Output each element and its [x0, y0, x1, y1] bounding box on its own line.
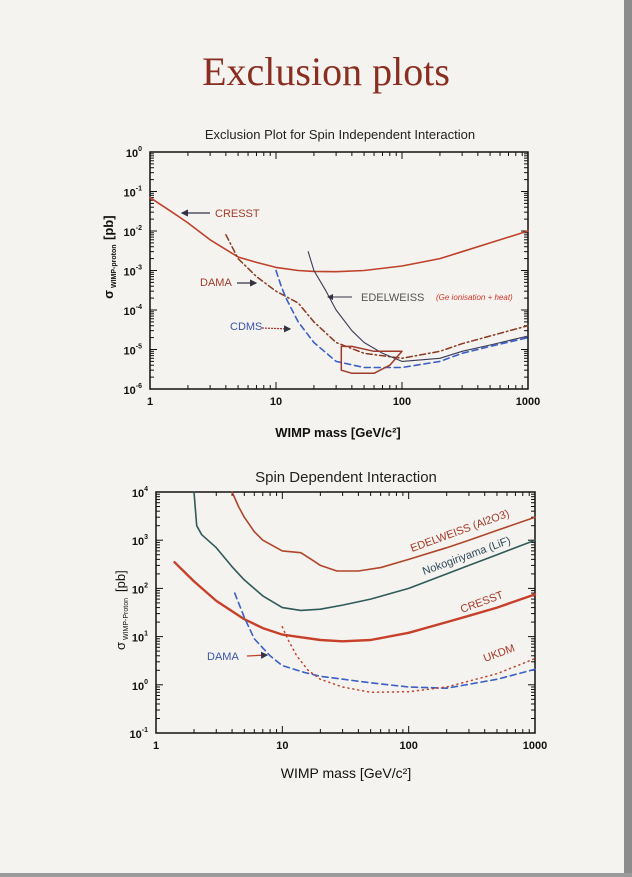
y-axis-label-unit: [pb] [113, 570, 128, 592]
y-tick-label: 10-4 [124, 304, 143, 318]
axes: 1 10 100 1000 100 10-1 10-2 10-3 10-4 10-5 10-6 [124, 146, 541, 408]
y-tick-label: 10-1 [124, 186, 143, 200]
series-dama [225, 234, 529, 360]
series-cdms [275, 269, 529, 369]
y-axis-label-main: σ [101, 290, 116, 299]
x-tick-label: 10 [270, 396, 282, 408]
y-axis-label-unit: [pb] [101, 215, 116, 240]
label-edelweiss: EDELWEISS [361, 292, 424, 304]
label-cdms: CDMS [230, 321, 262, 333]
y-tick-label: 103 [132, 534, 148, 548]
y-tick-label: 10-2 [124, 225, 143, 239]
y-axis-label: σ WIMP-Proton [pb] [113, 570, 130, 650]
arrow-cdms [261, 325, 292, 333]
x-tick-label: 1 [153, 740, 159, 752]
y-tick-label: 100 [126, 146, 142, 160]
series-cresst [149, 196, 529, 273]
series-ukdm [281, 626, 536, 694]
arrow-dama [246, 651, 269, 659]
y-axis-label-sub: WIMP-proton [111, 244, 118, 288]
plot-frame [149, 151, 529, 390]
y-axis-label: σ WIMP-proton [pb] [101, 215, 118, 298]
series-edelweiss [307, 251, 529, 362]
page-title: Exclusion plots [202, 49, 450, 94]
y-tick-label: 104 [132, 486, 148, 500]
y-tick-label: 101 [132, 631, 148, 645]
scan-edge-bottom [0, 873, 632, 877]
y-tick-label: 100 [132, 679, 148, 693]
chart-title: Spin Dependent Interaction [255, 469, 437, 486]
x-tick-label: 1000 [516, 396, 540, 408]
series-nokogiriyama-lif- [193, 491, 536, 612]
y-tick-label: 10-3 [124, 265, 143, 279]
axes: 1 10 100 1000 104 103 102 101 100 10-1 [130, 486, 548, 752]
x-tick-label: 100 [393, 396, 411, 408]
x-tick-label: 100 [399, 740, 417, 752]
label-dama: DAMA [200, 277, 232, 289]
x-axis-label: WIMP mass [GeV/c²] [281, 765, 411, 781]
x-tick-label: 10 [276, 740, 288, 752]
y-tick-label: 10-1 [130, 727, 149, 741]
series-cresst [173, 561, 537, 643]
scan-edge [624, 0, 632, 877]
y-tick-label: 10-5 [124, 344, 143, 358]
handwritten-annotation: (Ge ionisation + heat) [436, 293, 513, 302]
series-dama-region [340, 345, 403, 375]
y-tick-label: 10-6 [124, 383, 143, 397]
label-cresst: CRESST [215, 208, 260, 220]
series-dama [233, 592, 536, 690]
label-ukdm: UKDM [482, 642, 517, 664]
x-axis-label: WIMP mass [GeV/c²] [275, 425, 400, 440]
y-axis-label-main: σ [113, 642, 128, 650]
x-tick-label: 1 [147, 396, 153, 408]
y-tick-label: 102 [132, 582, 148, 596]
label-dama: DAMA [207, 651, 239, 663]
y-axis-label-sub: WIMP-Proton [123, 598, 130, 640]
series-edelweiss-al2o3- [231, 491, 536, 572]
chart-spin-independent: Exclusion Plot for Spin Independent Inte… [101, 127, 540, 440]
plot-frame [155, 491, 536, 734]
chart-spin-dependent: Spin Dependent Interaction WIMP mass [Ge… [113, 469, 547, 781]
x-tick-label: 1000 [523, 740, 547, 752]
chart-title: Exclusion Plot for Spin Independent Inte… [205, 127, 475, 142]
